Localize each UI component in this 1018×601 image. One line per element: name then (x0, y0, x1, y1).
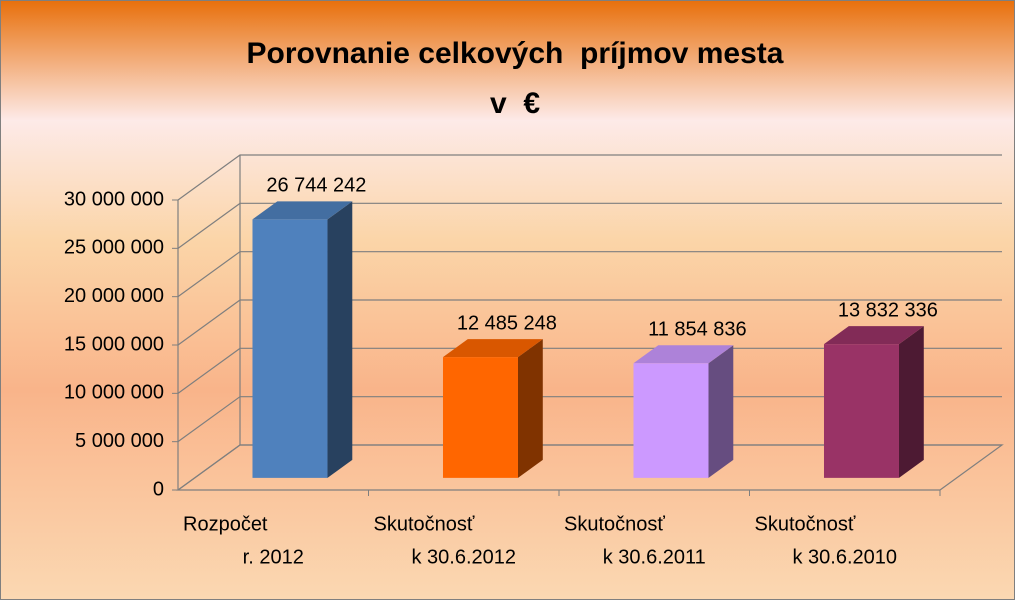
x-tick-label: Skutočnosť (564, 513, 665, 535)
bar-side (708, 345, 734, 478)
bar (252, 219, 328, 478)
x-tick-label: Skutočnosť (755, 513, 856, 535)
bar-top (442, 339, 543, 358)
bar-top (633, 345, 734, 364)
chart-title: Porovnanie celkových príjmov mesta (247, 37, 784, 70)
bar-side (327, 201, 353, 478)
data-label: 11 854 836 (648, 319, 747, 341)
bar (823, 344, 899, 478)
y-tick-label: 5 000 000 (75, 430, 164, 452)
x-tick-label: k 30.6.2011 (603, 546, 706, 568)
bar (633, 363, 709, 478)
chart-title: v € (490, 87, 540, 120)
x-tick-label: Rozpočet (183, 513, 268, 535)
y-tick-label: 15 000 000 (64, 333, 164, 355)
x-tick-label: Skutočnosť (374, 513, 475, 535)
data-label: 13 832 336 (838, 299, 938, 321)
x-tick-label: r. 2012 (243, 546, 304, 568)
bar-top (823, 326, 924, 345)
data-label: 26 744 242 (266, 175, 366, 197)
bar-side (517, 339, 543, 478)
bar-top (252, 201, 353, 220)
y-tick-label: 0 (153, 478, 164, 500)
y-tick-label: 20 000 000 (64, 285, 164, 307)
y-tick-label: 30 000 000 (64, 188, 164, 210)
y-tick-label: 10 000 000 (64, 382, 164, 404)
bar (442, 357, 518, 478)
x-tick-label: k 30.6.2010 (792, 546, 897, 568)
data-label: 12 485 248 (457, 312, 557, 334)
bar-side (898, 326, 924, 478)
y-tick-label: 25 000 000 (64, 237, 164, 259)
x-tick-label: k 30.6.2012 (411, 546, 516, 568)
